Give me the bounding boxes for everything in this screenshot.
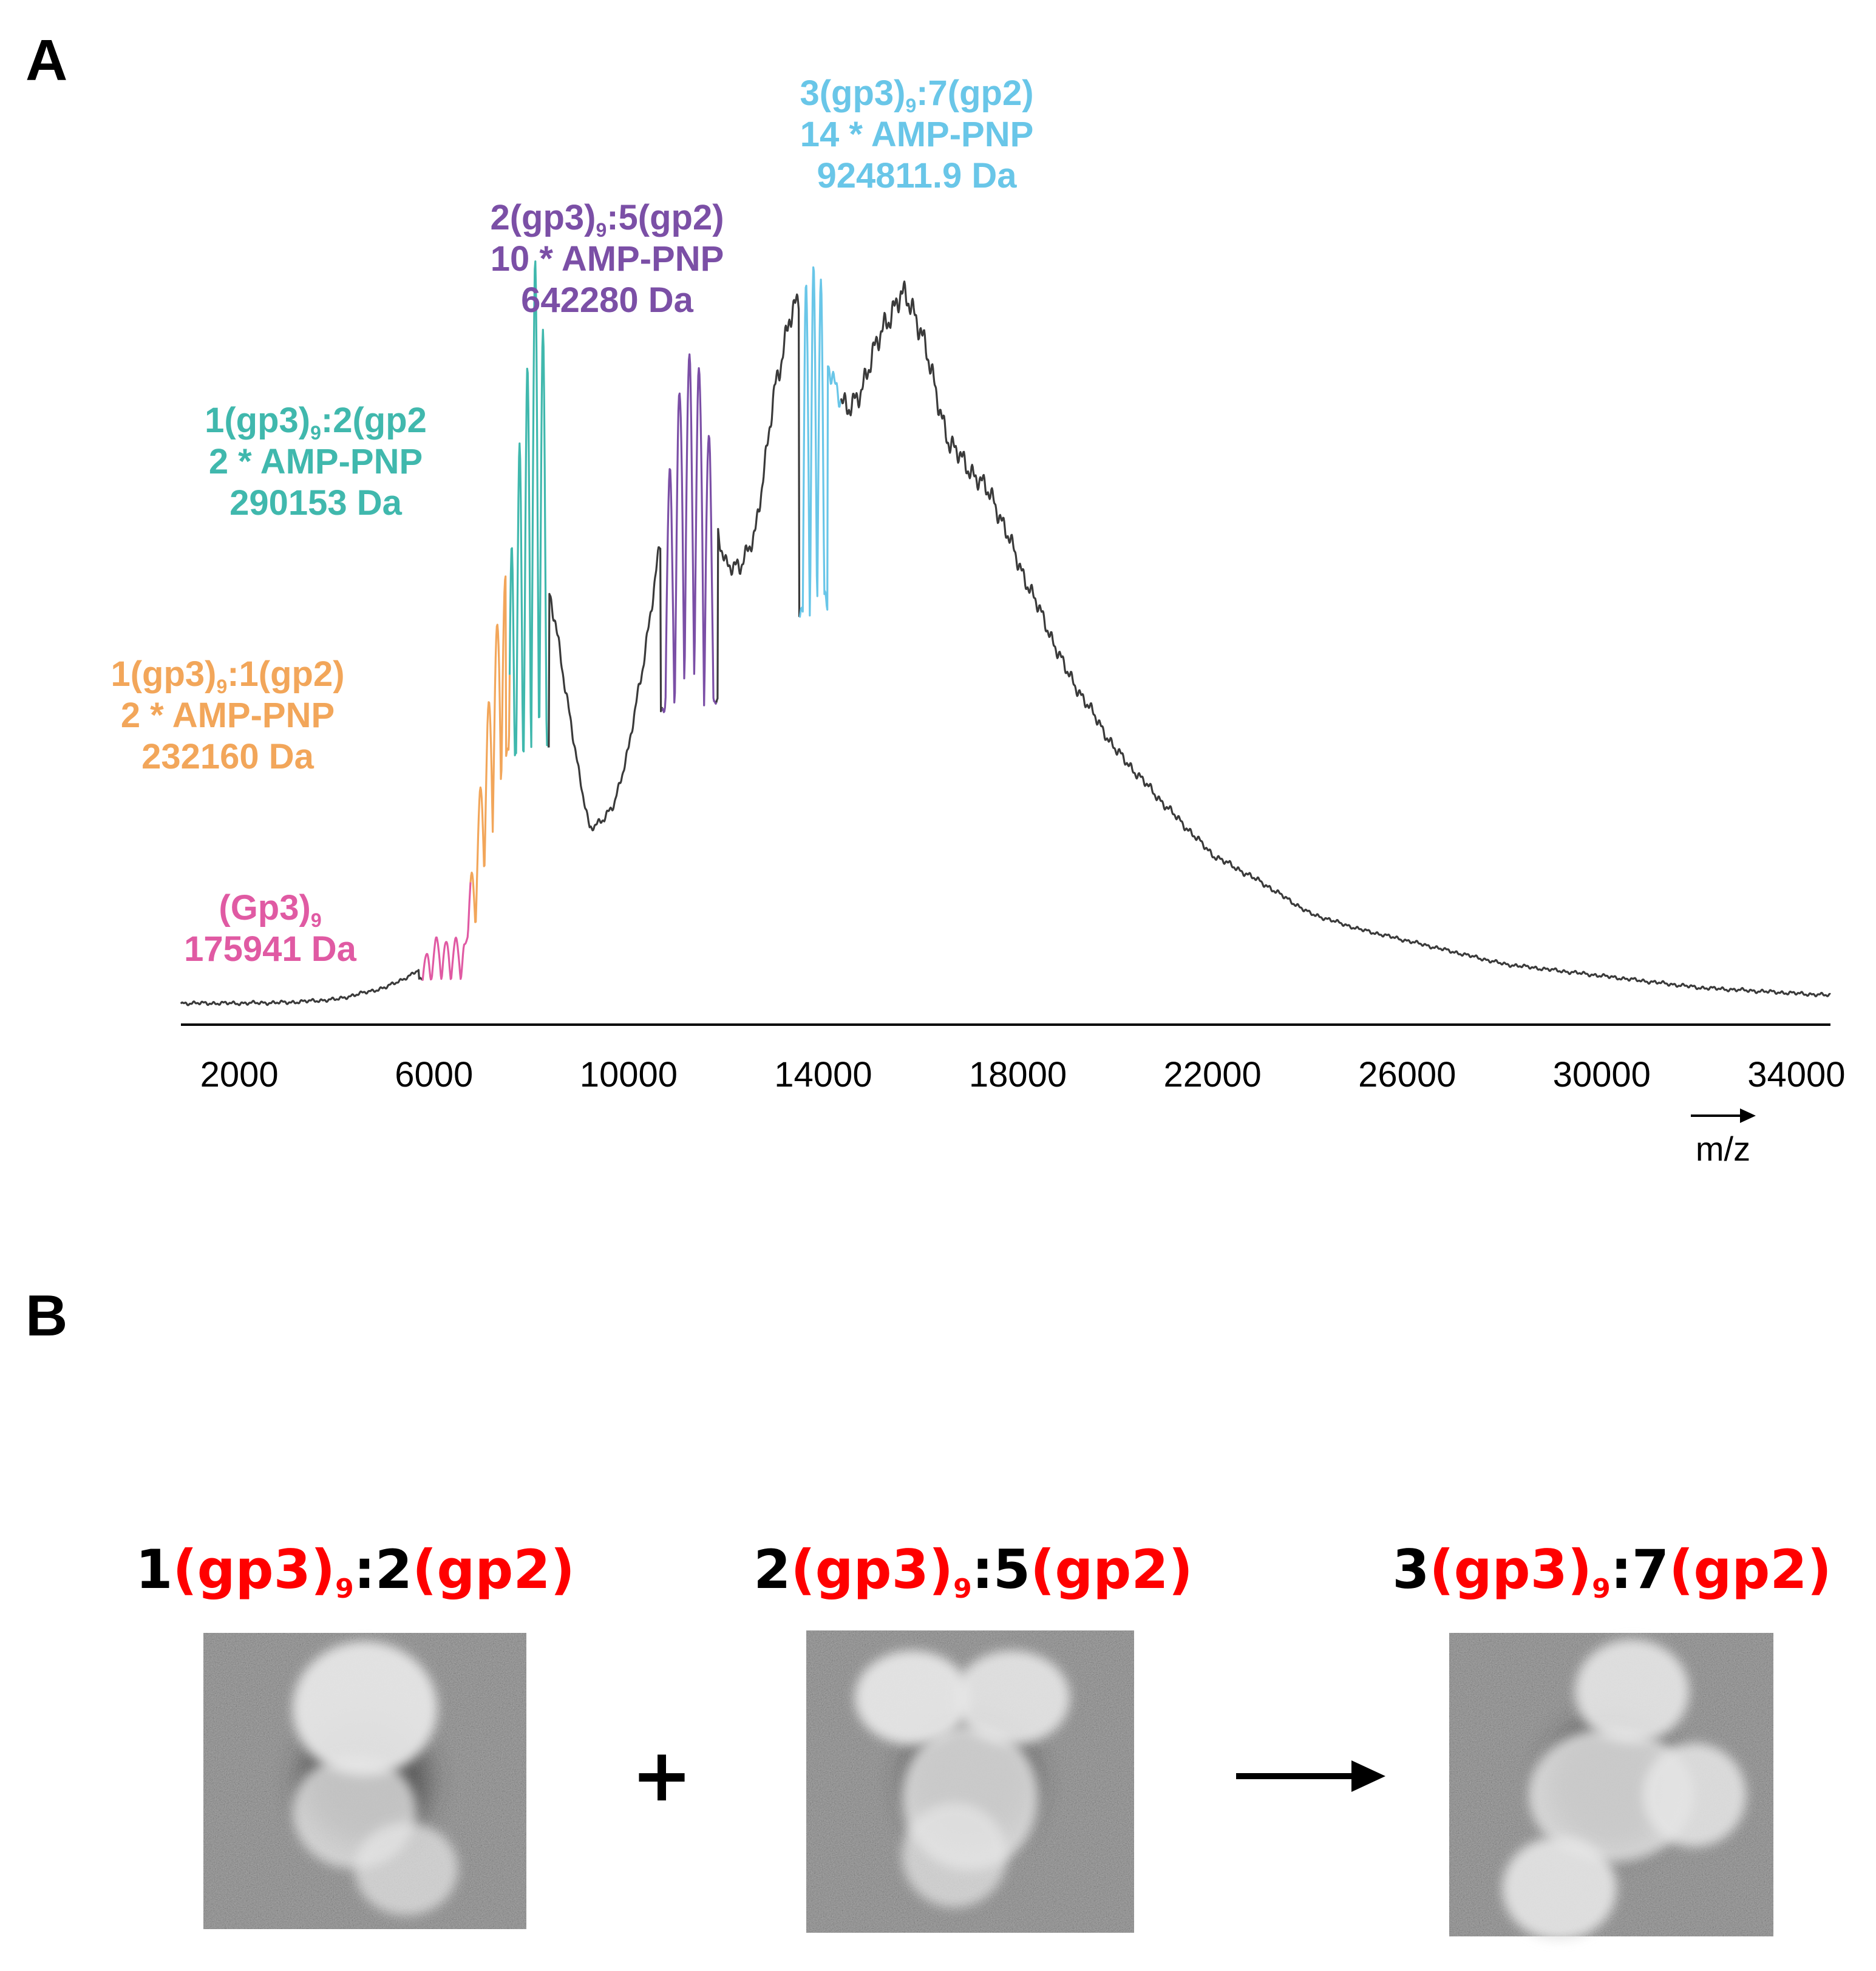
annotation-line: 2(gp3)9:5(gp2) (490, 198, 724, 241)
x-tick-label: 6000 (395, 1055, 473, 1094)
complex-title: 2(gp3)9:5(gp2) (753, 1538, 1193, 1604)
x-axis-ticks: 2000 6000 10000 14000 18000 22000 26000 30000 34… (200, 1055, 1846, 1094)
annotation-line: 3(gp3)9:7(gp2) (800, 73, 1033, 117)
em-class-average-image (1449, 1633, 1773, 1941)
x-tick-label: 14000 (774, 1055, 872, 1094)
spectrum-line-baseline (180, 969, 423, 1006)
spectrum-line-s1_2 (508, 260, 550, 756)
spectrum-line-s2_5 (661, 353, 718, 713)
x-axis-title: m/z (1696, 1130, 1750, 1168)
complex-title: 1(gp3)9:2(gp2) (135, 1538, 575, 1604)
x-tick-label: 22000 (1163, 1055, 1261, 1094)
x-tick-label: 10000 (580, 1055, 678, 1094)
em-density-blob (902, 1802, 1007, 1908)
x-tick-label: 18000 (969, 1055, 1067, 1094)
complex-title: 3(gp3)9:7(gp2) (1392, 1538, 1832, 1604)
spectrum-line-gp3_9 (421, 882, 472, 981)
em-density-blob (1502, 1836, 1617, 1941)
em-density-blob (954, 1650, 1070, 1745)
em-density-blob (854, 1650, 970, 1745)
arrow-right-icon (1351, 1760, 1385, 1792)
mass-spectrum-chart: 2000 6000 10000 14000 18000 22000 26000 30000 34… (110, 73, 1845, 1168)
annotation-line: (Gp3)9 (219, 888, 321, 931)
annotation-line: 642280 Da (521, 280, 694, 320)
plus-sign: + (631, 1734, 693, 1818)
em-density-blob (292, 1641, 438, 1776)
annotation-line: 10 * AMP-PNP (491, 239, 724, 279)
em-density-blob (1642, 1743, 1747, 1847)
panel-label-b: B (25, 1283, 67, 1348)
arrowhead-icon (1740, 1108, 1756, 1123)
em-class-average-image (806, 1630, 1134, 1933)
spectrum-line-s1_1 (469, 575, 511, 923)
annotation-line: 14 * AMP-PNP (800, 115, 1034, 154)
em-density-blob (1575, 1639, 1690, 1743)
spectrum-line-s3_7 (798, 266, 842, 618)
x-tick-label: 2000 (200, 1055, 279, 1094)
spectrum-line-baseline (548, 546, 664, 832)
annotation-line: 2 * AMP-PNP (209, 442, 423, 481)
annotation-line: 1(gp3)9:2(gp2 (205, 401, 427, 444)
annotation-line: 175941 Da (184, 929, 357, 969)
x-tick-label: 26000 (1358, 1055, 1456, 1094)
em-density-blob (354, 1822, 458, 1916)
em-class-averages: 1(gp3)9:2(gp2) 2(gp3)9:5(gp2) 3(gp3)9:7(gp… (135, 1538, 1832, 1941)
annotation-line: 232160 Da (141, 737, 314, 776)
annotation-line: 1(gp3)9:1(gp2) (110, 654, 344, 697)
annotation-line: 2 * AMP-PNP (121, 696, 335, 735)
spectrum-trace (180, 260, 1831, 1006)
spectrum-line-baseline (840, 280, 1831, 997)
x-tick-label: 30000 (1553, 1055, 1651, 1094)
x-axis-title-group: m/z (1691, 1108, 1756, 1168)
annotation-line: 290153 Da (229, 483, 403, 523)
annotation-line: 924811.9 Da (817, 156, 1018, 195)
assembly-arrow (1236, 1760, 1385, 1792)
spectrum-line-baseline (715, 293, 801, 703)
em-density-blob (1528, 1728, 1694, 1863)
x-tick-label: 34000 (1747, 1055, 1845, 1094)
em-class-average-image (203, 1633, 526, 1929)
panel-label-a: A (25, 28, 67, 93)
